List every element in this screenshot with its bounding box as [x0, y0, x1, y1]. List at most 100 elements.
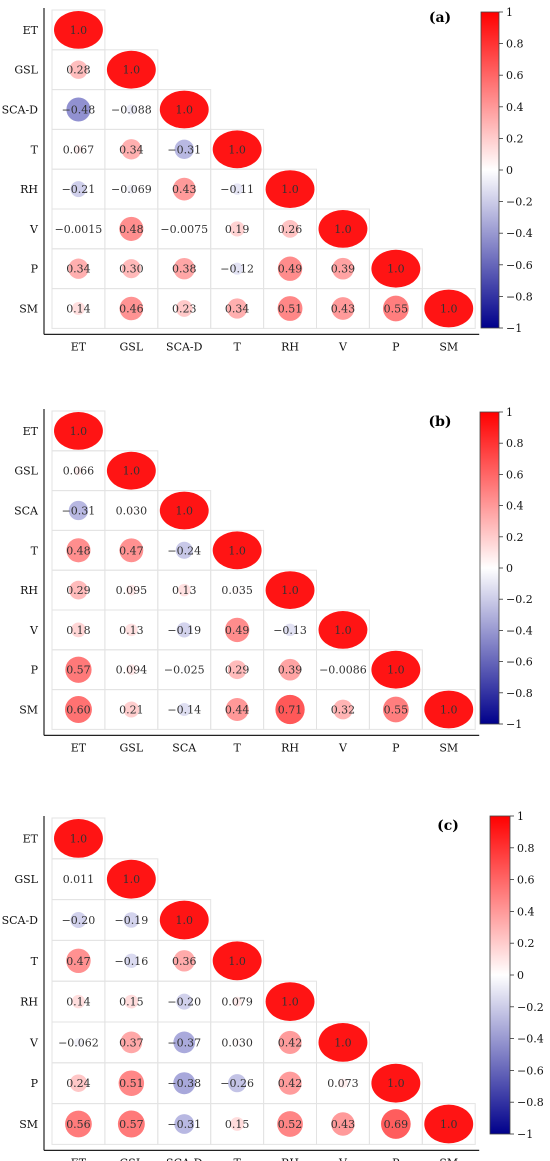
correlation-value-label: 1.0 [123, 465, 141, 478]
matrix-cell [421, 288, 476, 329]
row-label: RH [20, 183, 38, 196]
correlation-value-label: 0.28 [66, 64, 91, 77]
correlation-circle [228, 1074, 247, 1093]
row-label: SM [19, 303, 38, 316]
correlation-circle [159, 900, 209, 940]
row-label: GSL [14, 873, 38, 886]
correlation-circle [69, 60, 88, 79]
correlation-value-label: 0.60 [66, 704, 91, 717]
colorbar [479, 411, 500, 725]
correlation-circle [338, 1078, 348, 1089]
correlation-circle [68, 500, 89, 521]
correlation-panel-3: 1.00.011 1.0−0.20 −0.19 1.00.47 −0.16 0.36 1.0… [2, 810, 544, 1161]
correlation-value-label: 0.57 [119, 1118, 144, 1131]
correlation-value-label: 1.0 [440, 1118, 458, 1131]
column-label: ET [71, 741, 87, 754]
correlation-circle [66, 97, 91, 122]
correlation-circle [212, 531, 262, 570]
row-label: SCA-D [2, 104, 39, 117]
correlation-value-label: 1.0 [281, 996, 299, 1009]
colorbar-tick-label: −0.6 [506, 656, 533, 669]
correlation-circle [106, 451, 156, 490]
colorbar-tick-label: 0.8 [517, 842, 535, 855]
correlation-circle [65, 656, 92, 683]
correlation-value-label: 0.030 [221, 1036, 253, 1049]
correlation-circle [66, 538, 91, 563]
correlation-circle [176, 993, 193, 1010]
correlation-circle [281, 220, 299, 238]
column-label: T [233, 741, 241, 754]
colorbar-tick-label: −1 [506, 718, 522, 731]
colorbar [489, 815, 511, 1135]
correlation-circle [53, 11, 103, 49]
correlation-circle [173, 950, 195, 972]
correlation-circle [265, 170, 315, 209]
colorbar-tick-label: 0.2 [517, 937, 535, 950]
correlation-circle [123, 701, 140, 718]
column-label: RH [281, 340, 299, 353]
correlation-circle [119, 216, 144, 241]
correlation-circle [229, 221, 245, 237]
correlation-value-label: −0.16 [114, 955, 148, 968]
column-label: GSL [120, 741, 144, 754]
row-label: V [29, 223, 39, 236]
colorbar-tick-label: −0.4 [506, 227, 533, 240]
correlation-value-label: 0.51 [278, 303, 303, 316]
correlation-value-label: 0.13 [119, 624, 144, 637]
correlation-circle [65, 1110, 92, 1138]
correlation-circle [331, 1112, 355, 1136]
correlation-circle [68, 258, 89, 279]
correlation-value-label: −0.38 [167, 1077, 201, 1090]
row-label: GSL [14, 465, 38, 478]
correlation-value-label: −0.19 [167, 624, 201, 637]
correlation-value-label: 0.44 [225, 704, 250, 717]
colorbar-tick-label: −0.2 [517, 1001, 544, 1014]
correlation-value-label: 1.0 [176, 914, 194, 927]
column-label: RH [281, 1156, 299, 1161]
correlation-value-label: −0.21 [62, 183, 96, 196]
column-label: P [392, 741, 400, 754]
correlation-value-label: −0.31 [167, 1118, 201, 1131]
correlation-value-label: −0.11 [220, 183, 254, 196]
correlation-circle [279, 658, 301, 681]
correlation-value-label: 0.14 [66, 303, 91, 316]
colorbar-tick-label: 0.8 [506, 437, 524, 450]
colorbar-tick-label: −0.6 [506, 259, 533, 272]
correlation-value-label: −0.069 [111, 183, 152, 196]
correlation-circle [69, 580, 88, 600]
correlation-value-label: 0.011 [63, 873, 95, 886]
colorbar-tick-label: −0.8 [506, 290, 533, 303]
correlation-value-label: 0.49 [225, 624, 250, 637]
correlation-circle [73, 466, 83, 476]
correlation-value-label: 1.0 [387, 664, 405, 677]
correlation-value-label: −0.0075 [160, 223, 208, 236]
colorbar-tick-label: 0.2 [506, 132, 524, 145]
correlation-value-label: 0.094 [116, 664, 148, 677]
correlation-value-label: −0.14 [167, 704, 201, 717]
correlation-circle [181, 666, 187, 673]
correlation-value-label: 0.15 [225, 1118, 250, 1131]
correlation-circle [177, 702, 191, 717]
column-label: T [233, 1156, 241, 1161]
correlation-circle [128, 507, 135, 514]
correlation-circle [231, 262, 244, 275]
correlation-value-label: 0.34 [225, 303, 250, 316]
row-label: ET [23, 832, 39, 845]
correlation-value-label: −0.13 [273, 624, 307, 637]
correlation-value-label: 0.56 [66, 1118, 91, 1131]
correlation-value-label: 0.15 [119, 996, 144, 1009]
correlation-circle [119, 296, 144, 321]
correlation-circle [424, 1104, 474, 1144]
colorbar-tick-label: 0.4 [506, 101, 524, 114]
correlation-value-label: 0.43 [172, 183, 197, 196]
correlation-value-label: −0.24 [167, 544, 201, 557]
correlation-value-label: 0.14 [66, 996, 91, 1009]
correlation-circle [117, 1110, 145, 1138]
correlation-circle [125, 623, 138, 637]
correlation-value-label: 0.71 [278, 704, 303, 717]
correlation-value-label: 1.0 [70, 832, 88, 845]
correlation-value-label: 1.0 [334, 223, 352, 236]
row-label: T [31, 544, 39, 557]
colorbar-tick-label: −0.2 [506, 593, 533, 606]
correlation-value-label: 0.29 [66, 584, 91, 597]
